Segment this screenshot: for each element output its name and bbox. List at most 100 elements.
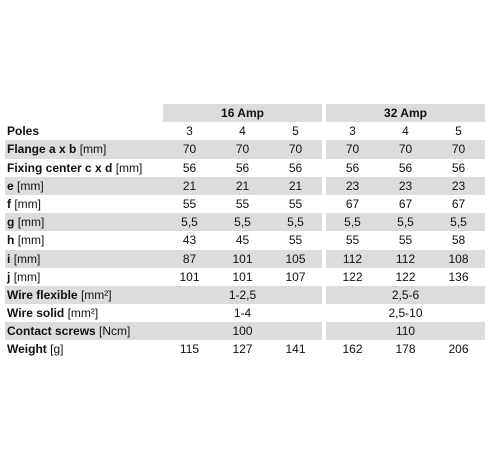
cell: 70 (269, 140, 322, 159)
cell: 4 (239, 124, 246, 139)
cell: 70 (216, 140, 269, 159)
cell: 70 (379, 140, 432, 159)
label-text: Fixing center c x d (7, 160, 113, 175)
cell: 141 (285, 342, 306, 357)
cell: 107 (285, 269, 306, 284)
table-row: Contact screws [Ncm] 100 110 (5, 322, 485, 341)
cell: 55 (235, 196, 250, 211)
cell: 5,5 (379, 213, 432, 232)
cell: 162 (342, 342, 363, 357)
cell: 112 (326, 249, 379, 268)
cell: 58 (451, 233, 466, 248)
label-text: e (7, 178, 14, 193)
cell: 23 (326, 176, 379, 195)
label-text: f (7, 196, 11, 211)
cell: 55 (398, 233, 413, 248)
unit-text: [g] (50, 342, 64, 357)
unit-text: [mm] (17, 233, 45, 248)
row-label: Contact screws [Ncm] (5, 322, 163, 341)
label-text: h (7, 233, 15, 248)
cell: 55 (288, 233, 303, 248)
cell: 5,5 (163, 213, 216, 232)
label-text: Wire flexible (7, 287, 78, 302)
cell: 110 (326, 322, 485, 341)
cell: 70 (163, 140, 216, 159)
cell: 136 (448, 269, 469, 284)
cell: 127 (232, 342, 253, 357)
cell: 5,5 (216, 213, 269, 232)
cell: 178 (395, 342, 416, 357)
label-text: Poles (7, 124, 40, 139)
table-row: h [mm] 43 45 55 55 55 58 (5, 231, 485, 249)
row-label: j [mm] (5, 268, 163, 286)
cell: 101 (232, 269, 253, 284)
row-label: f [mm] (5, 195, 163, 213)
unit-text: [mm] (79, 142, 107, 157)
cell: 55 (182, 196, 197, 211)
table-row: i [mm] 87 101 105 112 112 108 (5, 249, 485, 268)
unit-text: [mm] (17, 178, 44, 193)
cell: 115 (179, 342, 200, 357)
cell: 56 (345, 160, 360, 175)
group-header: 16 Amp (163, 104, 322, 123)
row-label: Flange a x b [mm] (5, 140, 163, 159)
cell: 112 (379, 249, 432, 268)
cell: 56 (451, 160, 466, 175)
cell: 21 (216, 176, 269, 195)
cell: 5,5 (326, 213, 379, 232)
cell: 2,5-10 (388, 306, 423, 321)
cell: 70 (326, 140, 379, 159)
cell: 67 (398, 196, 413, 211)
cell: 45 (235, 233, 250, 248)
cell: 1-2,5 (163, 285, 322, 305)
cell: 101 (216, 249, 269, 268)
cell: 3 (349, 124, 356, 139)
cell: 100 (163, 322, 322, 341)
cell: 56 (182, 160, 197, 175)
cell: 21 (269, 176, 322, 195)
table-row: Wire flexible [mm²] 1-2,5 2,5-6 (5, 285, 485, 305)
unit-text: [mm] (17, 215, 45, 230)
cell: 56 (235, 160, 250, 175)
cell: 1-4 (233, 306, 252, 321)
cell: 21 (163, 176, 216, 195)
cell: 2,5-6 (326, 285, 485, 305)
table-row: Wire solid [mm²] 1-4 2,5-10 (5, 304, 485, 322)
spec-table: 16 Amp 32 Amp Poles 3 4 5 3 4 5 Flange a x b [mm]… (5, 104, 485, 359)
table-row: f [mm] 55 55 55 67 67 67 (5, 195, 485, 213)
cell: 5,5 (269, 213, 322, 232)
label-text: i (7, 251, 11, 266)
cell: 23 (379, 176, 432, 195)
cell: 56 (288, 160, 303, 175)
label-text: j (7, 269, 11, 284)
cell: 5 (292, 124, 299, 139)
unit-text: [mm] (14, 196, 42, 211)
cell: 5 (455, 124, 462, 139)
cell: 67 (345, 196, 360, 211)
cell: 87 (163, 249, 216, 268)
cell: 5,5 (432, 213, 485, 232)
unit-text: [mm] (115, 160, 143, 175)
cell: 206 (448, 342, 469, 357)
row-label: g [mm] (5, 213, 163, 232)
unit-text: [mm] (13, 251, 41, 266)
cell: 101 (179, 269, 200, 284)
row-label: Wire solid [mm²] (5, 304, 163, 322)
table-row: e [mm] 21 21 21 23 23 23 (5, 176, 485, 195)
row-label: Fixing center c x d [mm] (5, 159, 163, 177)
label-text: g (7, 215, 15, 230)
row-label: i [mm] (5, 249, 163, 268)
table-row: Fixing center c x d [mm] 56 56 56 56 56 56 (5, 159, 485, 177)
cell: 55 (345, 233, 360, 248)
cell: 23 (432, 176, 485, 195)
table-row: Poles 3 4 5 3 4 5 (5, 122, 485, 140)
cell: 108 (432, 249, 485, 268)
unit-text: [mm] (13, 269, 41, 284)
cell: 3 (186, 124, 193, 139)
table-row: g [mm] 5,5 5,5 5,5 5,5 5,5 5,5 (5, 213, 485, 232)
row-label: Poles (5, 122, 163, 140)
group-header: 32 Amp (326, 104, 485, 123)
corner (5, 104, 163, 122)
row-label: Weight [g] (5, 340, 163, 358)
